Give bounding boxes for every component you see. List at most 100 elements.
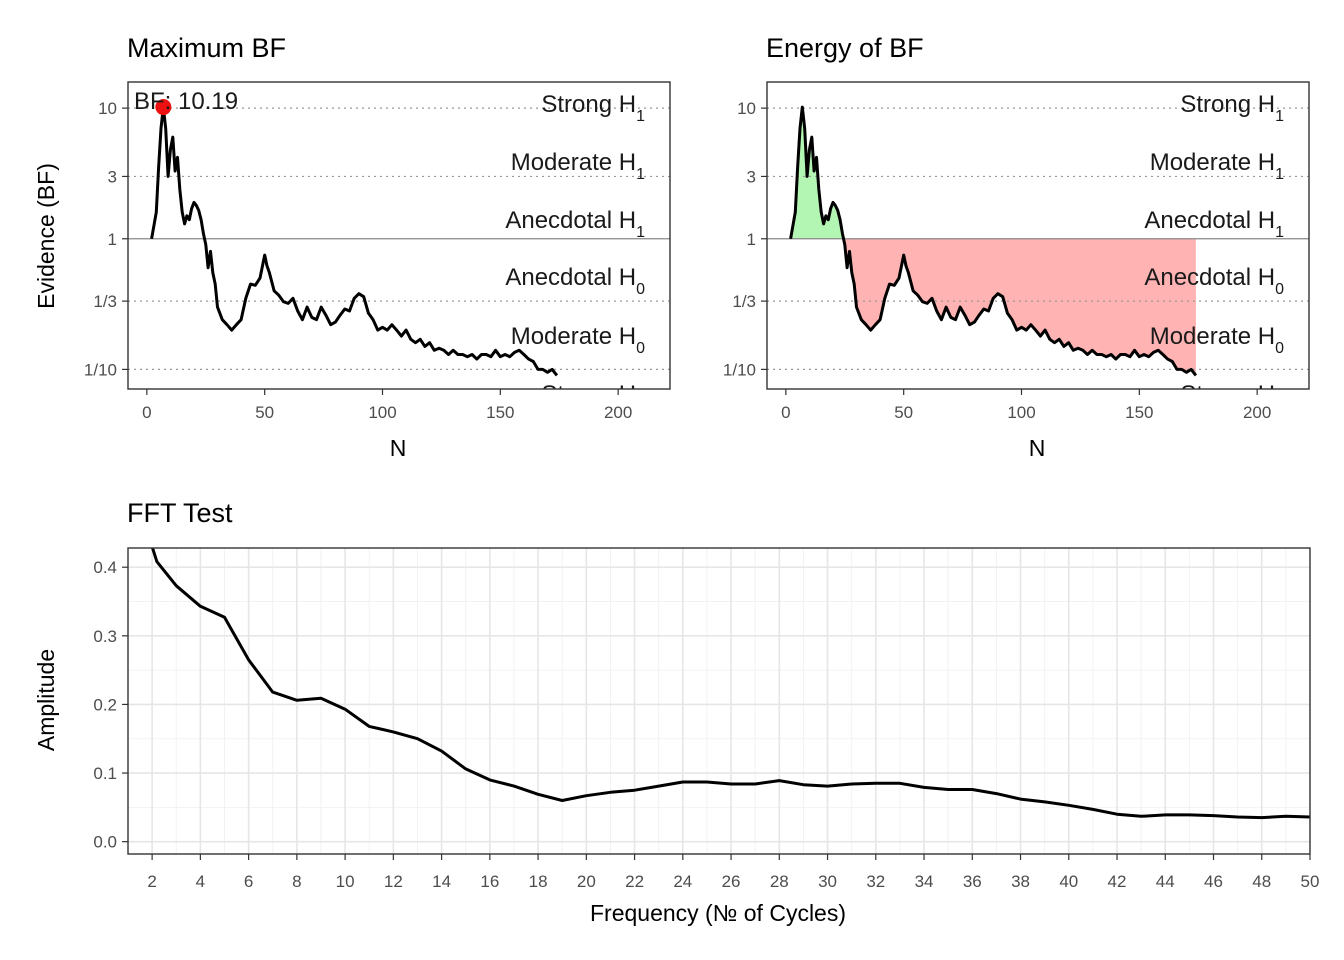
fft-y-tick-label: 0.0 — [93, 833, 117, 852]
energy-band-label: Strong H0 — [1180, 381, 1284, 415]
band-label-subscript: 1 — [636, 166, 645, 183]
max-bf-x-axis-title: N — [390, 435, 407, 461]
max-bf-bf-line — [150, 105, 559, 377]
band-label-text: Anecdotal H — [1144, 264, 1275, 291]
energy-band-label: Moderate H0 — [1150, 323, 1284, 357]
max-bf-x-tick-label: 200 — [604, 403, 632, 422]
band-label-subscript: 0 — [636, 340, 645, 357]
fft-panel-border — [127, 547, 1311, 855]
energy-x-tick-label: 50 — [894, 403, 913, 422]
fft-y-axis-title: Amplitude — [33, 649, 59, 751]
max-bf-band-label: Anecdotal H0 — [505, 264, 645, 298]
band-label-text: Strong H — [1180, 91, 1275, 118]
max-bf-point — [155, 99, 172, 116]
max-bf-y-tick-label: 10 — [98, 99, 117, 118]
fft-x-tick-label: 18 — [529, 872, 548, 891]
energy-band-label: Anecdotal H1 — [1144, 207, 1284, 241]
fft-x-tick-label: 42 — [1108, 872, 1127, 891]
fft-x-tick-label: 10 — [336, 872, 355, 891]
energy-bf-line — [789, 105, 1198, 377]
fft-x-tick-label: 28 — [770, 872, 789, 891]
fft-x-tick-label: 34 — [915, 872, 934, 891]
energy-band-label: Strong H1 — [1180, 91, 1284, 125]
fft-x-tick-label: 14 — [432, 872, 451, 891]
fft-x-tick-label: 6 — [244, 872, 253, 891]
max-bf-x-tick-label: 100 — [368, 403, 396, 422]
energy-x-tick-label: 0 — [781, 403, 790, 422]
fft-amplitude-line — [150, 548, 1310, 820]
max-bf-x-tick-label: 150 — [486, 403, 514, 422]
band-label-subscript: 1 — [1275, 166, 1284, 183]
band-label-subscript: 1 — [636, 224, 645, 241]
energy-x-tick-label: 100 — [1007, 403, 1035, 422]
fft-y-tick-label: 0.4 — [93, 558, 117, 577]
energy-title: Energy of BF — [766, 33, 924, 63]
max-bf-band-label: Strong H1 — [541, 91, 645, 125]
fft-x-tick-label: 30 — [818, 872, 837, 891]
band-label-text: Anecdotal H — [505, 207, 636, 234]
fft-x-tick-label: 12 — [384, 872, 403, 891]
energy-panel-border — [766, 81, 1310, 390]
fft-x-tick-label: 20 — [577, 872, 596, 891]
fft-x-tick-label: 40 — [1059, 872, 1078, 891]
band-label-subscript: 1 — [636, 108, 645, 125]
fft-x-tick-label: 26 — [722, 872, 741, 891]
max-bf-y-tick-label: 1/3 — [93, 292, 117, 311]
energy-y-tick-label: 3 — [747, 167, 756, 186]
band-label-text: Moderate H — [511, 323, 636, 350]
fft-x-tick-label: 2 — [147, 872, 156, 891]
max-bf-y-tick-label: 3 — [108, 167, 117, 186]
fft-x-axis-title: Frequency (№ of Cycles) — [590, 900, 846, 926]
energy-y-tick-label: 1/10 — [723, 360, 756, 379]
energy-y-tick-label: 10 — [737, 99, 756, 118]
band-label-subscript: 0 — [1275, 398, 1284, 415]
band-label-text: Moderate H — [1150, 323, 1275, 350]
max-bf-band-label: Anecdotal H1 — [505, 207, 645, 241]
energy-negative-area — [790, 238, 1196, 376]
energy-x-axis-title: N — [1029, 435, 1046, 461]
max-bf-title: Maximum BF — [127, 33, 286, 63]
band-label-subscript: 0 — [1275, 281, 1284, 298]
max-bf-y-axis-title: Evidence (BF) — [33, 163, 59, 309]
max-bf-x-tick-label: 0 — [142, 403, 151, 422]
fft-plot-area — [128, 548, 1310, 854]
energy-negative-group — [790, 238, 1196, 376]
band-label-subscript: 1 — [1275, 224, 1284, 241]
band-label-subscript: 0 — [636, 281, 645, 298]
fft-x-tick-label: 44 — [1156, 872, 1175, 891]
max-bf-annotation: BF: 10.19 — [134, 88, 238, 115]
fft-x-tick-label: 4 — [196, 872, 205, 891]
band-label-text: Moderate H — [1150, 149, 1275, 176]
energy-y-tick-label: 1/3 — [732, 292, 756, 311]
fft-x-tick-label: 24 — [673, 872, 692, 891]
energy-band-label: Anecdotal H0 — [1144, 264, 1284, 298]
fft-x-tick-label: 38 — [1011, 872, 1030, 891]
band-label-subscript: 0 — [636, 398, 645, 415]
max-bf-panel-border — [127, 81, 671, 390]
fft-x-tick-label: 48 — [1252, 872, 1271, 891]
fft-y-tick-label: 0.3 — [93, 627, 117, 646]
band-label-subscript: 1 — [1275, 108, 1284, 125]
max-bf-band-label: Moderate H0 — [511, 323, 645, 357]
max-bf-y-tick-label: 1 — [108, 230, 117, 249]
fft-x-tick-label: 22 — [625, 872, 644, 891]
band-label-text: Strong H — [1180, 381, 1275, 408]
fft-x-tick-label: 32 — [866, 872, 885, 891]
fft-x-tick-label: 16 — [480, 872, 499, 891]
max-bf-y-tick-label: 1/10 — [84, 360, 117, 379]
fft-y-tick-label: 0.2 — [93, 695, 117, 714]
band-label-text: Anecdotal H — [505, 264, 636, 291]
max-bf-band-label: Strong H0 — [541, 381, 645, 415]
band-label-subscript: 0 — [1275, 340, 1284, 357]
fft-y-tick-label: 0.1 — [93, 764, 117, 783]
band-label-text: Anecdotal H — [1144, 207, 1275, 234]
max-bf-x-tick-label: 50 — [255, 403, 274, 422]
energy-x-tick-label: 200 — [1243, 403, 1271, 422]
fft-panel: 0.00.10.20.30.42 4 6 8 10 12 14 16 18 20 22 24 26 28 3… — [93, 547, 1319, 891]
fft-x-tick-label: 46 — [1204, 872, 1223, 891]
band-label-text: Strong H — [541, 381, 636, 408]
